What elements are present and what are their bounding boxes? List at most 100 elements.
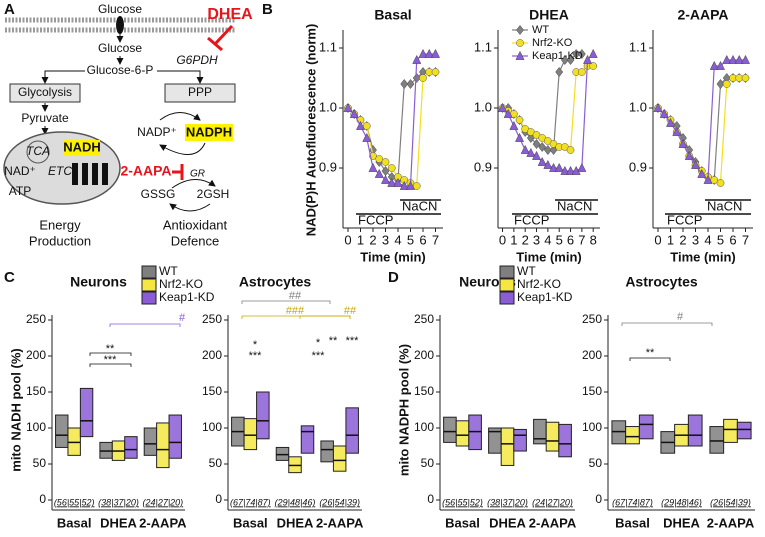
inhibition bbox=[213, 24, 234, 46]
data-point bbox=[555, 66, 564, 78]
bracket bbox=[621, 322, 713, 326]
sample-size: (67|74|87) bbox=[612, 497, 653, 507]
data-point bbox=[566, 54, 575, 66]
data-point bbox=[653, 102, 663, 112]
data-point bbox=[516, 24, 524, 36]
label: Glucose-6-P bbox=[87, 63, 154, 77]
label: ETC bbox=[48, 164, 72, 178]
box bbox=[124, 436, 138, 459]
sample-size: (24|27|20) bbox=[142, 497, 183, 507]
y-axis-label: mito NADPH pool (%) bbox=[396, 344, 411, 476]
label: DHEA bbox=[207, 6, 253, 23]
significance: *** bbox=[346, 335, 360, 347]
data-point bbox=[515, 50, 525, 60]
data-point bbox=[703, 174, 713, 184]
box bbox=[723, 418, 738, 443]
chart-title: Neurons bbox=[70, 274, 127, 290]
y-tick-label: 100 bbox=[26, 420, 46, 434]
data-point bbox=[368, 162, 378, 172]
x-tick-label: DHEA bbox=[100, 515, 137, 530]
inhibition bbox=[207, 36, 223, 52]
data-point bbox=[709, 60, 719, 70]
x-tick-label: 0 bbox=[654, 232, 661, 247]
legend-label: WT bbox=[517, 264, 536, 278]
annotation: FCCP bbox=[667, 212, 702, 227]
y-tick-label: 100 bbox=[582, 420, 602, 434]
box bbox=[455, 420, 470, 447]
data-point bbox=[715, 60, 726, 70]
data-point bbox=[349, 108, 359, 118]
x-tick-label: 1 bbox=[667, 232, 674, 247]
data-point bbox=[722, 80, 731, 88]
data-point bbox=[716, 78, 725, 90]
box bbox=[156, 422, 170, 469]
chart-title: Astrocytes bbox=[625, 274, 698, 290]
x-tick-label: 2 bbox=[679, 232, 686, 247]
annotation: FCCP bbox=[358, 212, 393, 227]
sample-size: (38|37|20) bbox=[487, 497, 528, 507]
y-tick-label: 0.9 bbox=[319, 159, 337, 174]
chart-title: Basal bbox=[374, 7, 411, 23]
x-tick-label: 4 bbox=[704, 232, 711, 247]
y-axis-label: mito NADH pool (%) bbox=[8, 348, 23, 471]
y-tick-label: 0 bbox=[215, 492, 222, 506]
annotation: FCCP bbox=[514, 212, 549, 227]
significance: # bbox=[179, 312, 186, 324]
data-point bbox=[526, 147, 536, 157]
box bbox=[638, 414, 654, 440]
data-point bbox=[716, 179, 725, 187]
data-point bbox=[503, 108, 513, 118]
arrow bbox=[159, 112, 201, 121]
bracket bbox=[89, 352, 132, 356]
data-point bbox=[560, 54, 569, 66]
chart-title: Astrocytes bbox=[239, 274, 312, 290]
y-tick-label: 250 bbox=[26, 312, 46, 326]
y-tick-label: 150 bbox=[414, 384, 434, 398]
label: GR bbox=[190, 169, 205, 180]
box bbox=[443, 416, 457, 443]
legend-label: WT bbox=[159, 264, 178, 278]
data-point bbox=[418, 48, 428, 58]
annotation: NaCN bbox=[707, 198, 742, 213]
box bbox=[320, 440, 334, 463]
y-tick-label: 100 bbox=[414, 420, 434, 434]
x-tick-label: 1 bbox=[357, 232, 364, 247]
label: Glycolysis bbox=[18, 85, 72, 99]
label: G6PDH bbox=[176, 53, 218, 67]
y-tick-label: 200 bbox=[414, 348, 434, 362]
label: 2-AAPA bbox=[120, 163, 171, 179]
label: NADP⁺ bbox=[137, 125, 177, 139]
y-axis-label: NAD(P)H Autofluorescence (norm) bbox=[303, 24, 318, 237]
x-tick-label: Basal bbox=[615, 515, 650, 530]
x-tick-label: 2-AAPA bbox=[529, 515, 577, 530]
x-tick-label: Basal bbox=[445, 515, 480, 530]
box bbox=[345, 407, 359, 454]
sample-size: (24|27|20) bbox=[532, 497, 573, 507]
data-point bbox=[566, 146, 575, 154]
data-point bbox=[554, 162, 564, 172]
significance: *** bbox=[249, 350, 263, 362]
label: Energy bbox=[39, 217, 81, 232]
panel-label: B bbox=[262, 1, 273, 18]
panel-label: D bbox=[388, 269, 399, 286]
box bbox=[625, 426, 640, 445]
y-tick-label: 150 bbox=[26, 384, 46, 398]
bracket bbox=[241, 300, 331, 304]
data-point bbox=[380, 174, 391, 184]
x-axis-label: Time (min) bbox=[670, 249, 736, 264]
x-tick-label: 0 bbox=[344, 232, 351, 247]
data-point bbox=[583, 54, 593, 64]
legend-label: Keap1-KD bbox=[517, 290, 573, 304]
etc-complex bbox=[92, 163, 98, 185]
y-tick-label: 200 bbox=[582, 348, 602, 362]
box bbox=[545, 421, 560, 452]
x-axis-label: Time (min) bbox=[360, 249, 426, 264]
data-point bbox=[572, 48, 581, 60]
box bbox=[143, 427, 158, 456]
significance: ** bbox=[646, 347, 655, 359]
x-tick-label: 4 bbox=[394, 232, 401, 247]
box bbox=[243, 418, 258, 451]
legend-label: Nrf2-KO bbox=[159, 277, 203, 291]
data-point bbox=[355, 120, 366, 130]
data-point bbox=[537, 156, 547, 166]
